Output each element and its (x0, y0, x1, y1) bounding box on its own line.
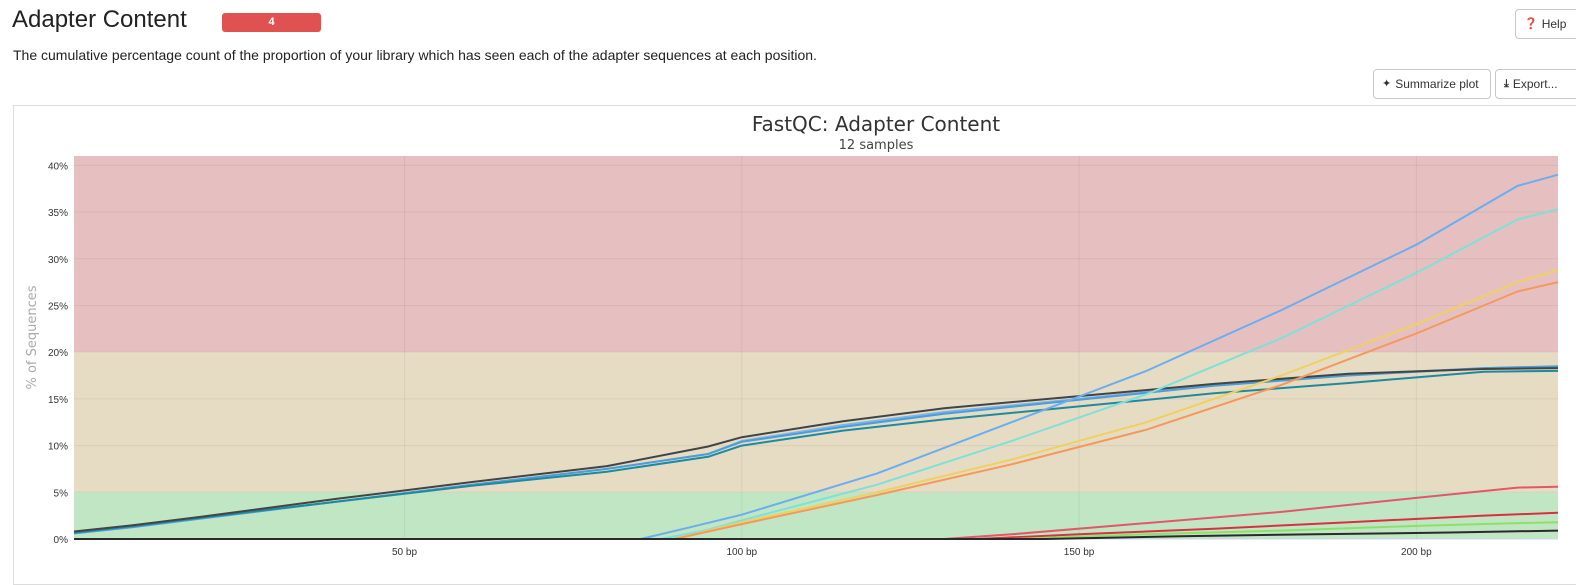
question-circle-icon: ❓ (1524, 17, 1538, 30)
y-tick-label: 5% (54, 488, 69, 499)
y-tick-label: 15% (48, 395, 68, 406)
x-tick-label: 100 bp (727, 547, 758, 558)
status-badge: 4 (222, 13, 321, 32)
y-tick-label: 40% (48, 161, 68, 172)
page-title: Adapter Content (12, 6, 187, 33)
chart-title: FastQC: Adapter Content (752, 112, 1000, 136)
series-line-5[interactable] (74, 173, 1559, 540)
series-line-3[interactable] (73, 369, 1559, 534)
zone-band-2 (74, 156, 1558, 353)
y-tick-label: 0% (54, 535, 69, 546)
sparkle-icon: ✦ (1382, 77, 1392, 90)
x-tick-label: 200 bp (1401, 547, 1432, 558)
export-button[interactable]: ⤓ Export... (1495, 69, 1576, 99)
y-axis-label: % of Sequences (25, 285, 40, 389)
series-line-6[interactable] (74, 208, 1559, 540)
chart-subtitle: 12 samples (839, 138, 914, 153)
summarize-plot-button[interactable]: ✦ Summarize plot (1373, 69, 1491, 99)
y-tick-label: 20% (48, 348, 68, 359)
y-tick-label: 25% (48, 301, 68, 312)
zone-band-0 (74, 492, 1558, 539)
series-line-8[interactable] (74, 281, 1559, 540)
download-icon: ⤓ (1504, 77, 1509, 90)
x-tick-label: 50 bp (392, 547, 417, 558)
y-tick-label: 35% (48, 208, 68, 219)
series-line-12[interactable] (74, 529, 1559, 540)
help-label: Help (1541, 16, 1567, 31)
x-tick-label: 150 bp (1064, 547, 1095, 558)
zone-band-1 (74, 352, 1558, 493)
summarize-label: Summarize plot (1395, 76, 1479, 91)
section-description: The cumulative percentage count of the p… (13, 47, 817, 63)
y-tick-label: 30% (48, 255, 68, 266)
export-label: Export... (1512, 76, 1558, 91)
y-tick-label: 10% (48, 442, 68, 453)
help-button[interactable]: ❓ Help (1515, 9, 1576, 39)
